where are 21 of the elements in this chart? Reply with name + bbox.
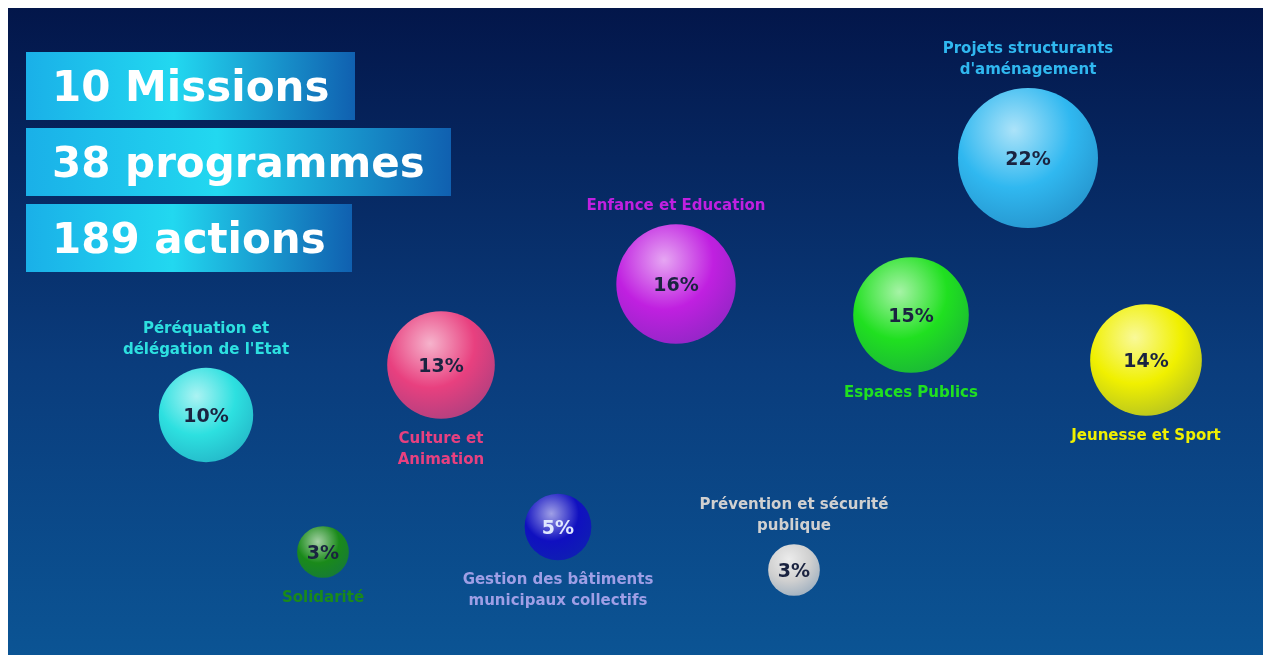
category-label: Gestion des bâtiments municipaux collectifs: [462, 570, 654, 610]
data-label: 3%: [306, 541, 340, 563]
text: 189 actions: [26, 204, 352, 272]
category-label: Solidarité: [281, 587, 365, 606]
data-label: 13%: [418, 354, 464, 376]
data-label: 3%: [777, 559, 811, 581]
category-label: Prévention et sécurité publique: [699, 495, 889, 535]
data-label: 14%: [1123, 349, 1169, 371]
text: 10 Missions: [26, 52, 356, 120]
data-label: 5%: [541, 516, 575, 538]
category-label: Péréquation et délégation de l'Etat: [122, 318, 290, 358]
category-label: Jeunesse et Sport: [1070, 425, 1221, 444]
data-label: 16%: [653, 273, 699, 295]
text: 38 programmes: [26, 128, 451, 196]
category-label: Enfance et Education: [586, 196, 766, 215]
category-label: Culture et Animation: [397, 428, 485, 468]
data-label: 10%: [183, 404, 229, 426]
category-label: Espaces Publics: [844, 382, 978, 401]
data-label: 15%: [888, 304, 934, 326]
category-label: Projets structurants d'aménagement: [942, 39, 1114, 78]
data-label: 22%: [1005, 147, 1051, 169]
